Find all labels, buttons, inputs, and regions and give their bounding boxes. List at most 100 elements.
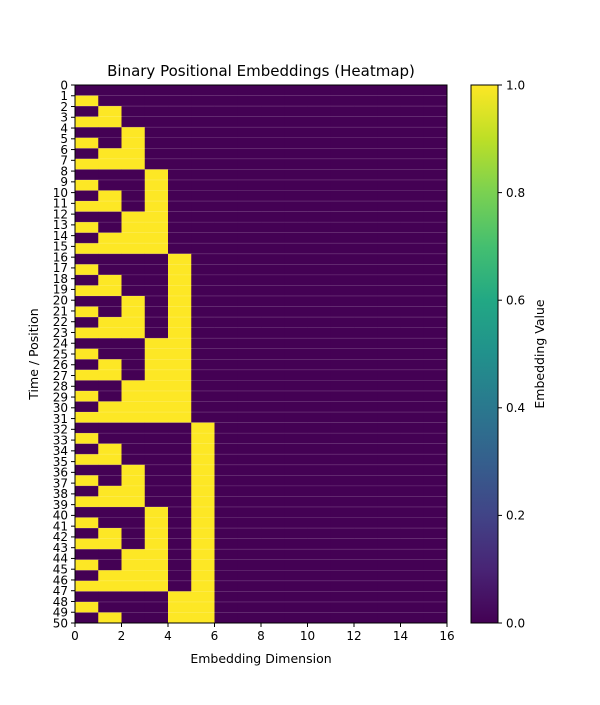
heatmap-cell [75,506,99,518]
heatmap-cell [168,127,192,139]
heatmap-cell [214,580,239,592]
heatmap-cell [261,327,285,339]
heatmap-cell [191,85,215,96]
heatmap-cell [75,475,99,487]
y-tick-label: 1 [60,89,68,103]
heatmap-cell [330,211,355,223]
y-axis: 0123456789101112131415161718192021222324… [53,78,75,630]
colorbar-tick-label: 1.0 [506,78,525,92]
heatmap-cell [98,148,122,160]
heatmap-cell [237,580,262,592]
heatmap-cell [377,327,401,339]
heatmap-cell [98,401,122,413]
heatmap-cell [377,148,401,160]
heatmap-cell [168,348,192,360]
heatmap-cell [214,274,239,286]
heatmap-cell [307,106,332,117]
heatmap-cell [423,201,448,212]
heatmap-cell [377,464,401,476]
y-tick-label: 45 [53,563,68,577]
heatmap-cell [423,443,448,455]
heatmap-cell [121,517,146,529]
heatmap-cell [261,274,285,286]
heatmap-cell [284,369,308,381]
heatmap-cell [237,232,262,244]
heatmap-cell [237,306,262,318]
heatmap-cell [214,148,239,160]
y-tick-label: 17 [53,261,68,275]
y-tick-label: 36 [53,466,68,480]
heatmap-cell [75,359,99,371]
heatmap-cell [284,327,308,339]
heatmap-cell [98,601,122,613]
heatmap-cell [377,348,401,360]
heatmap-cell [121,116,146,128]
heatmap-cell [214,306,239,318]
heatmap-cell [284,106,308,117]
heatmap-cell [261,412,285,423]
heatmap-cell [307,317,332,328]
heatmap-cell [98,412,122,423]
heatmap-cell [307,485,332,497]
heatmap-cell [144,211,169,223]
heatmap-cell [400,348,425,360]
heatmap-cell [191,106,215,117]
heatmap-cell [237,264,262,276]
heatmap-cell [144,190,169,202]
heatmap-cell [261,179,285,191]
x-axis: 0 2 4 6 8 10 12 14 16 [71,623,455,643]
heatmap-cell [307,443,332,455]
heatmap-cell [284,306,308,318]
heatmap-cell [330,422,355,434]
heatmap-cell [144,243,169,255]
heatmap-cell [191,464,215,476]
heatmap-cell [144,95,169,107]
heatmap-cell [354,274,378,286]
heatmap-cell [284,359,308,371]
heatmap-cell [144,264,169,276]
heatmap-cell [191,285,215,297]
heatmap-cell [261,443,285,455]
heatmap-cell [98,485,122,497]
y-tick-label: 21 [53,304,68,318]
heatmap-cell [75,232,99,244]
colorbar-tick-label: 0.8 [506,186,525,200]
heatmap-cell [191,506,215,518]
heatmap-cell [307,348,332,360]
heatmap-cell [144,127,169,139]
y-tick-label: 48 [53,595,68,609]
heatmap-cell [144,285,169,297]
heatmap-cell [330,433,355,444]
y-tick-label: 14 [53,229,68,243]
heatmap-cell [423,158,448,170]
heatmap-cell [400,148,425,160]
heatmap-cell [191,538,215,550]
heatmap-cell [307,559,332,571]
heatmap-cell [75,612,99,624]
heatmap-cell [330,348,355,360]
heatmap-cell [168,454,192,466]
heatmap-cell [75,211,99,223]
heatmap-cell [377,190,401,202]
heatmap-cell [168,295,192,307]
heatmap-cell [75,306,99,318]
heatmap-cell [284,591,308,603]
heatmap-cell [98,179,122,191]
heatmap-cell [75,106,99,117]
heatmap-cell [284,211,308,223]
heatmap-cell [75,116,99,128]
heatmap-cell [214,464,239,476]
heatmap-cell [261,169,285,181]
heatmap-cell [121,422,146,434]
heatmap-cell [98,232,122,244]
heatmap-cell [75,380,99,392]
heatmap-cell [214,106,239,117]
heatmap-cell [377,317,401,328]
heatmap-cell [423,580,448,592]
heatmap-cell [144,422,169,434]
heatmap-cell [423,549,448,561]
heatmap-cell [191,433,215,444]
heatmap-cell [168,464,192,476]
heatmap-cell [191,549,215,561]
heatmap-cell [284,317,308,328]
